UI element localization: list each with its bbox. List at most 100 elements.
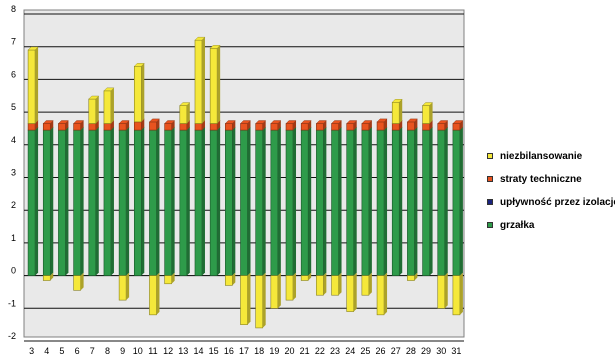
bar-side (308, 272, 312, 281)
bar-side (308, 127, 312, 276)
x-tick-label: 5 (59, 346, 64, 356)
bar-segment (316, 123, 324, 131)
bar-segment (149, 275, 157, 316)
bar-marks (27, 36, 464, 329)
bar-top (73, 120, 85, 124)
legend-swatch (487, 199, 493, 205)
bar-side (368, 272, 372, 296)
bar-side (262, 127, 266, 276)
bar-segment (88, 98, 97, 124)
bar-segment (103, 129, 112, 276)
x-tick-label: 27 (391, 346, 401, 356)
bar-segment (437, 275, 446, 309)
bar-segment (407, 275, 415, 281)
bar-side (126, 127, 130, 276)
bar-side (262, 272, 266, 328)
bar-segment (361, 123, 370, 131)
bar-side (323, 272, 327, 296)
bar-side (35, 46, 39, 124)
bar-segment (285, 123, 294, 131)
bar-segment (255, 129, 263, 276)
bar-segment (118, 275, 127, 301)
bar-side (156, 272, 160, 315)
bar-side (384, 272, 388, 315)
bar-segment (133, 121, 142, 131)
bar-side (141, 63, 145, 122)
bar-side (232, 272, 236, 286)
bar-segment (133, 66, 142, 123)
bar-segment (255, 123, 263, 131)
bar-segment (103, 123, 112, 131)
bar-side (171, 272, 175, 284)
bar-segment (300, 123, 309, 131)
bar-top (437, 120, 449, 124)
bar-segment (285, 275, 294, 301)
bar-side (110, 87, 114, 124)
bar-segment (361, 275, 370, 296)
x-tick-label: 18 (254, 346, 264, 356)
bar-side (217, 127, 221, 276)
bar-side (201, 127, 205, 276)
legend-label: straty techniczne (500, 173, 582, 185)
bar-side (186, 102, 190, 124)
bar-segment (331, 123, 339, 131)
bar-side (338, 272, 342, 296)
bar-segment (437, 123, 446, 131)
y-tick-label: 4 (11, 135, 16, 145)
bar-side (338, 127, 342, 276)
x-tick-label: 30 (436, 346, 446, 356)
y-tick-label: -1 (8, 298, 16, 308)
bar-top (179, 102, 191, 106)
bar-side (368, 127, 372, 276)
y-tick-label: 8 (11, 4, 16, 14)
bar-side (247, 127, 251, 276)
bar-segment (316, 129, 324, 276)
bar-side (110, 127, 114, 276)
bar-segment (255, 275, 263, 329)
bar-segment (407, 129, 415, 276)
bar-side (50, 272, 54, 281)
bar-segment (376, 275, 385, 316)
bar-segment (407, 121, 415, 131)
bar-segment (391, 101, 400, 124)
bar-segment (73, 275, 81, 291)
legend-label: upływność przez izolację (500, 196, 615, 208)
bar-segment (42, 123, 51, 131)
bar-side (201, 37, 205, 124)
bar-segment (240, 275, 248, 325)
bar-segment (194, 129, 203, 276)
bar-top (27, 46, 39, 51)
x-tick-label: 16 (224, 346, 234, 356)
bar-segment (179, 105, 188, 124)
bar-top (164, 120, 176, 124)
bar-segment (118, 129, 127, 276)
bar-top (118, 120, 130, 124)
legend-item: straty techniczne (487, 173, 615, 185)
bar-side (277, 127, 281, 276)
bar-top (391, 99, 403, 103)
x-tick-label: 26 (376, 346, 386, 356)
bar-side (399, 99, 403, 124)
bar-segment (103, 90, 112, 124)
bar-segment (209, 123, 218, 131)
bar-segment (209, 48, 218, 124)
bar-segment (27, 49, 36, 124)
x-tick-label: 7 (90, 346, 95, 356)
bar-side (95, 127, 99, 276)
y-tick-label: 0 (11, 266, 16, 276)
bar-segment (361, 129, 370, 276)
bar-top (88, 95, 100, 100)
bar-side (353, 272, 357, 312)
x-tick-label: 12 (163, 346, 173, 356)
bar-segment (58, 129, 66, 276)
bar-side (444, 272, 448, 309)
bar-side (384, 127, 388, 276)
bar-top (300, 120, 312, 124)
bar-segment (422, 123, 430, 131)
bar-segment (300, 129, 309, 276)
bar-top (361, 120, 373, 124)
x-tick-label: 15 (209, 346, 219, 356)
bar-side (384, 118, 388, 131)
bar-top (270, 120, 282, 124)
bar-segment (331, 129, 339, 276)
